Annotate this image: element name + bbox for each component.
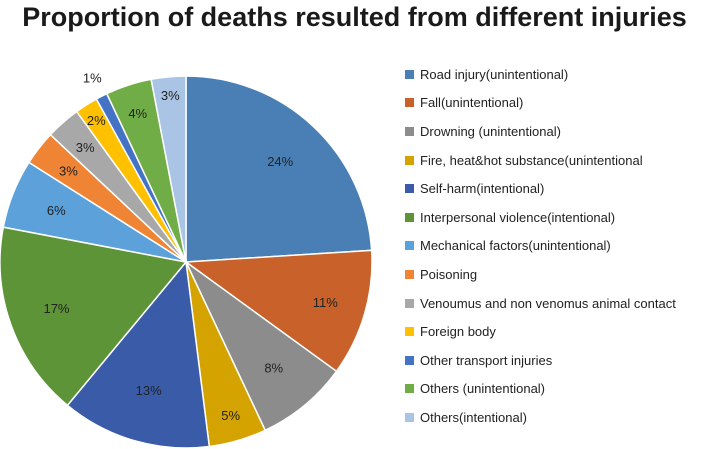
slice-label-10: 1% <box>83 71 102 86</box>
legend-item-11: Others (unintentional) <box>405 375 676 404</box>
legend-swatch-1 <box>405 98 414 108</box>
legend-label-12: Others(intentional) <box>420 409 527 425</box>
slice-label-8: 3% <box>76 140 95 155</box>
legend: Road injury(unintentional) Fall(unintenti… <box>405 60 676 432</box>
legend-swatch-0 <box>405 69 414 79</box>
legend-item-2: Drowning (unintentional) <box>405 117 676 146</box>
legend-swatch-9 <box>405 327 414 337</box>
legend-swatch-5 <box>405 212 414 222</box>
legend-label-9: Foreign body <box>420 324 496 340</box>
legend-label-1: Fall(unintentional) <box>420 95 524 111</box>
legend-label-8: Venoumus and non venomus animal contact <box>420 295 676 311</box>
pie-slice-4 <box>66 260 211 449</box>
slice-label-7: 3% <box>59 163 78 178</box>
legend-swatch-8 <box>405 298 414 308</box>
legend-swatch-6 <box>405 241 414 251</box>
legend-item-9: Foreign body <box>405 317 676 346</box>
slice-label-12: 3% <box>161 88 180 103</box>
legend-swatch-11 <box>405 384 414 394</box>
legend-item-1: Fall(unintentional) <box>405 89 676 118</box>
chart-title: Proportion of deaths resulted from diffe… <box>22 2 687 32</box>
slice-label-2: 8% <box>264 361 283 376</box>
legend-item-5: Interpersonal violence(intentional) <box>405 203 676 232</box>
legend-label-5: Interpersonal violence(intentional) <box>420 209 616 225</box>
legend-item-7: Poisoning <box>405 260 676 289</box>
slice-label-11: 4% <box>128 106 147 121</box>
legend-label-11: Others (unintentional) <box>420 381 546 397</box>
legend-swatch-7 <box>405 269 414 279</box>
pie-slice-1 <box>183 249 373 373</box>
legend-item-8: Venoumus and non venomus animal contact <box>405 289 676 318</box>
slice-label-5: 17% <box>43 301 69 316</box>
pie-slice-5 <box>0 226 188 407</box>
slice-label-0: 24% <box>267 154 293 169</box>
pie-slice-12 <box>150 75 187 263</box>
slice-label-3: 5% <box>221 408 240 423</box>
legend-swatch-12 <box>405 412 414 422</box>
legend-item-3: Fire, heat&hot substance(unintentional <box>405 146 676 175</box>
slice-label-4: 13% <box>136 383 162 398</box>
slice-label-1: 11% <box>313 295 338 310</box>
legend-swatch-3 <box>405 155 414 165</box>
legend-label-4: Self-harm(intentional) <box>420 181 545 197</box>
legend-label-7: Poisoning <box>420 266 478 282</box>
legend-swatch-2 <box>405 126 414 136</box>
legend-swatch-4 <box>405 184 414 194</box>
legend-item-4: Self-harm(intentional) <box>405 174 676 203</box>
legend-label-6: Mechanical factors(unintentional) <box>420 238 611 254</box>
legend-label-10: Other transport injuries <box>420 352 553 368</box>
slice-label-9: 2% <box>87 113 106 128</box>
pie-slice-2 <box>185 261 338 432</box>
legend-label-2: Drowning (unintentional) <box>420 123 561 139</box>
legend-swatch-10 <box>405 355 414 365</box>
legend-item-6: Mechanical factors(unintentional) <box>405 232 676 261</box>
legend-item-12: Others(intentional) <box>405 403 676 432</box>
legend-item-10: Other transport injuries <box>405 346 676 375</box>
slice-label-6: 6% <box>47 203 66 218</box>
legend-item-0: Road injury(unintentional) <box>405 60 676 89</box>
legend-label-3: Fire, heat&hot substance(unintentional <box>420 152 643 168</box>
pie-slice-0 <box>185 75 373 263</box>
legend-label-0: Road injury(unintentional) <box>420 66 569 82</box>
